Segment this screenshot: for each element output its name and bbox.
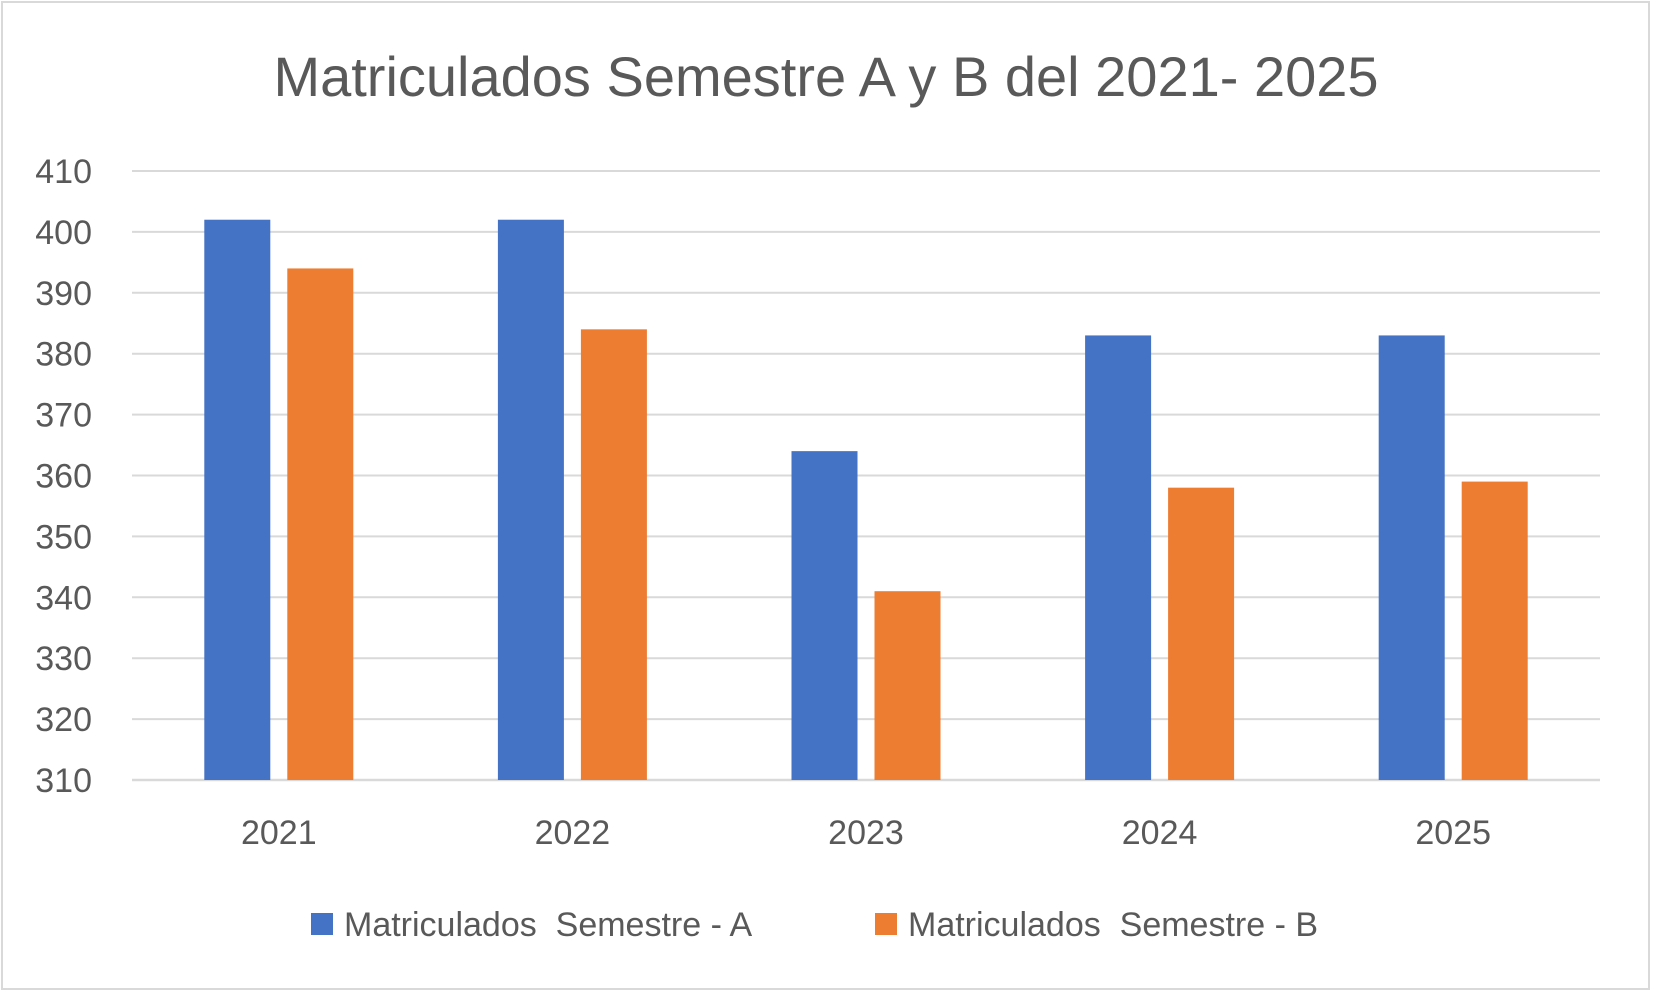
y-tick-label: 370 xyxy=(35,397,92,435)
y-tick-label: 340 xyxy=(35,579,92,617)
bar-a-2024 xyxy=(1085,335,1152,780)
y-tick-label: 330 xyxy=(35,640,92,678)
legend-item-b: Matriculados Semestre - B xyxy=(875,906,1318,944)
y-tick-label: 350 xyxy=(35,518,92,556)
legend-item-a: Matriculados Semestre - A xyxy=(311,906,752,944)
bar-a-2021 xyxy=(204,219,271,781)
y-tick-label: 320 xyxy=(35,701,92,739)
bar-b-2022 xyxy=(580,329,647,780)
y-axis-ticks: 310 320 330 340 350 360 370 380 390 400 410 xyxy=(35,153,92,800)
legend-swatch xyxy=(875,913,897,935)
y-tick-label: 410 xyxy=(35,153,92,191)
chart-title: Matriculados Semestre A y B del 2021- 20… xyxy=(273,45,1378,108)
x-tick-label: 2021 xyxy=(241,814,317,852)
legend-label: Matriculados Semestre - B xyxy=(908,906,1318,944)
y-tick-label: 390 xyxy=(35,275,92,313)
bar-b-2021 xyxy=(287,268,354,780)
legend-swatch xyxy=(311,913,333,935)
bar-a-2025 xyxy=(1378,335,1445,780)
y-tick-label: 380 xyxy=(35,336,92,374)
x-tick-label: 2023 xyxy=(828,814,904,852)
bar-b-2025 xyxy=(1461,481,1528,780)
y-tick-label: 360 xyxy=(35,458,92,496)
bars xyxy=(204,219,1528,781)
bar-b-2023 xyxy=(874,591,941,780)
y-tick-label: 310 xyxy=(35,762,92,800)
x-axis-ticks: 2021 2022 2023 2024 2025 xyxy=(241,814,1491,852)
bar-a-2022 xyxy=(497,219,564,781)
x-tick-label: 2024 xyxy=(1122,814,1198,852)
y-tick-label: 400 xyxy=(35,214,92,252)
x-tick-label: 2025 xyxy=(1415,814,1491,852)
bar-b-2024 xyxy=(1168,487,1235,780)
x-tick-label: 2022 xyxy=(535,814,611,852)
legend: Matriculados Semestre - A Matriculados Se… xyxy=(311,906,1318,944)
gridlines xyxy=(132,170,1600,782)
bar-a-2023 xyxy=(791,451,858,780)
legend-label: Matriculados Semestre - A xyxy=(344,906,752,944)
